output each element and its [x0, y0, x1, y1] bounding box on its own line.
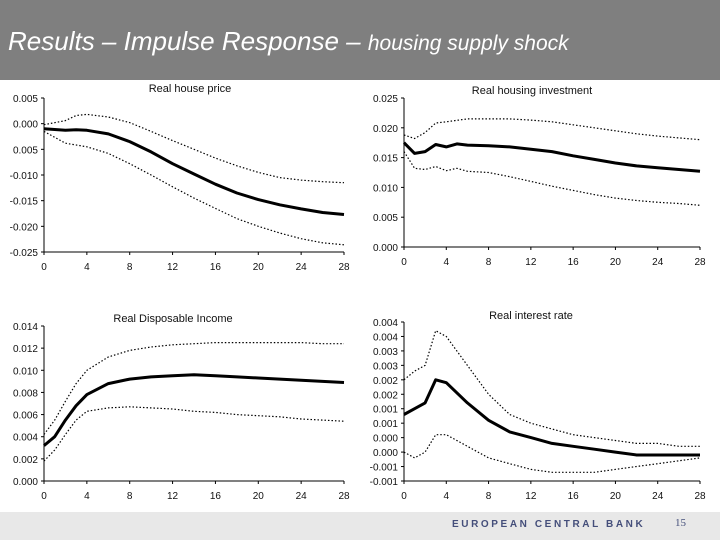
- chart-1-x-tick-label: 28: [338, 262, 350, 273]
- chart-1-y-tick-label: -0.010: [10, 171, 39, 182]
- chart-3-x-tick-label: 28: [338, 491, 350, 502]
- chart-3-y-tick-label: 0.008: [13, 388, 38, 399]
- chart-4-y-tick-label: 0.002: [373, 376, 398, 387]
- chart-1-y-tick-label: 0.005: [13, 145, 38, 156]
- chart-2-y-tick-label: 0.025: [373, 94, 398, 105]
- slide-footer: [0, 512, 720, 540]
- chart-1-x-tick-label: 20: [253, 262, 265, 273]
- chart-3-y-tick-label: 0.004: [13, 433, 38, 444]
- chart-2-x-tick-label: 12: [525, 257, 537, 268]
- chart-2-confidence-band-line: [403, 151, 701, 206]
- chart-2-x-tick-label: 28: [694, 257, 706, 268]
- chart-1-confidence-band-line: [43, 113, 345, 184]
- chart-1-x-tick-label: 24: [296, 262, 308, 273]
- chart-3-x-tick-label: 20: [253, 491, 265, 502]
- chart-4-title: Real interest rate: [489, 310, 573, 322]
- chart-4-y-tick-label: 0.000: [373, 434, 398, 445]
- chart-1-y-tick-label: 0.000: [13, 120, 38, 131]
- chart-3-title: Real Disposable Income: [113, 313, 232, 325]
- chart-4-x-tick-label: 8: [486, 491, 492, 502]
- chart-4-x-tick-label: 12: [525, 491, 537, 502]
- chart-3-confidence-band-line: [43, 342, 344, 435]
- chart-2-x-tick-label: 24: [652, 257, 664, 268]
- chart-4-y-tick-label: 0.004: [373, 318, 398, 329]
- chart-4-y-tick-label: 0.001: [373, 405, 398, 416]
- chart-2-y-tick-label: 0.015: [373, 154, 398, 165]
- chart-3-x-tick-label: 0: [41, 491, 47, 502]
- chart-2-confidence-band-line: [403, 118, 701, 141]
- chart-4-response-line: [403, 378, 700, 457]
- chart-2-y-tick-label: 0.010: [373, 183, 398, 194]
- chart-1-y-tick-label: 0.005: [13, 94, 38, 105]
- chart-2-response-line: [402, 141, 701, 173]
- chart-1-y-tick-label: -0.025: [10, 248, 39, 259]
- chart-4-y-tick-label: 0.002: [373, 390, 398, 401]
- chart-1-x-tick-label: 8: [127, 262, 133, 273]
- chart-2-x-tick-label: 20: [610, 257, 622, 268]
- chart-2-y-tick-label: 0.000: [373, 243, 398, 254]
- chart-4-confidence-band-line: [403, 330, 700, 447]
- chart-4-x-tick-label: 24: [652, 491, 664, 502]
- chart-3-y-tick-label: 0.010: [13, 366, 38, 377]
- chart-4-y-tick-label: 0.000: [373, 448, 398, 459]
- chart-1-y-tick-label: -0.015: [10, 197, 39, 208]
- chart-2-x-tick-label: 4: [444, 257, 450, 268]
- chart-4-y-tick-label: -0.001: [370, 477, 399, 488]
- chart-3-response-line: [43, 373, 345, 447]
- chart-3-x-tick-label: 8: [127, 491, 133, 502]
- chart-3-y-tick-label: 0.006: [13, 411, 38, 422]
- chart-4-y-tick-label: -0.001: [370, 463, 399, 474]
- chart-3-y-tick-label: 0.002: [13, 455, 38, 466]
- chart-1-confidence-band-line: [43, 130, 345, 246]
- chart-2-title: Real housing investment: [472, 85, 592, 97]
- chart-3-y-tick-label: 0.000: [13, 477, 38, 488]
- chart-4-x-tick-label: 28: [694, 491, 706, 502]
- chart-4-y-tick-label: 0.004: [373, 332, 398, 343]
- slide-header: [0, 0, 720, 80]
- chart-1-x-tick-label: 4: [84, 262, 90, 273]
- chart-4-confidence-band-line: [403, 434, 701, 473]
- slide-title-sub: housing supply shock: [367, 32, 569, 55]
- chart-3-y-tick-label: 0.012: [13, 344, 38, 355]
- chart-1-response-line: [43, 127, 345, 216]
- chart-3-x-tick-label: 4: [84, 491, 90, 502]
- chart-1-title: Real house price: [149, 83, 232, 95]
- chart-4-x-tick-label: 4: [444, 491, 450, 502]
- chart-1-x-tick-label: 16: [210, 262, 222, 273]
- chart-3-confidence-band-line: [43, 406, 345, 462]
- chart-3-x-tick-label: 24: [296, 491, 308, 502]
- chart-2-x-tick-label: 16: [568, 257, 580, 268]
- chart-3-x-tick-label: 16: [210, 491, 222, 502]
- chart-2-x-tick-label: 8: [486, 257, 492, 268]
- chart-4-x-tick-label: 16: [568, 491, 580, 502]
- chart-2-x-tick-label: 0: [401, 257, 407, 268]
- chart-4-y-tick-label: 0.001: [373, 419, 398, 430]
- chart-3-y-tick-label: 0.014: [13, 322, 38, 333]
- chart-1-x-tick-label: 0: [41, 262, 47, 273]
- chart-4-y-tick-label: 0.003: [373, 361, 398, 372]
- footer-bank-name: EUROPEAN CENTRAL BANK: [452, 519, 646, 530]
- chart-2-y-tick-label: 0.005: [373, 213, 398, 224]
- chart-2-y-tick-label: 0.020: [373, 124, 398, 135]
- slide-title: Results – Impulse Response – housing sup…: [8, 26, 569, 57]
- chart-1-x-tick-label: 12: [167, 262, 179, 273]
- slide-title-main: Results – Impulse Response –: [8, 26, 368, 56]
- chart-4-x-tick-label: 0: [401, 491, 407, 502]
- chart-4-x-tick-label: 20: [610, 491, 622, 502]
- chart-1-y-tick-label: -0.020: [10, 222, 39, 233]
- page-number: 15: [675, 517, 686, 529]
- chart-4-y-tick-label: 0.003: [373, 347, 398, 358]
- chart-3-x-tick-label: 12: [167, 491, 179, 502]
